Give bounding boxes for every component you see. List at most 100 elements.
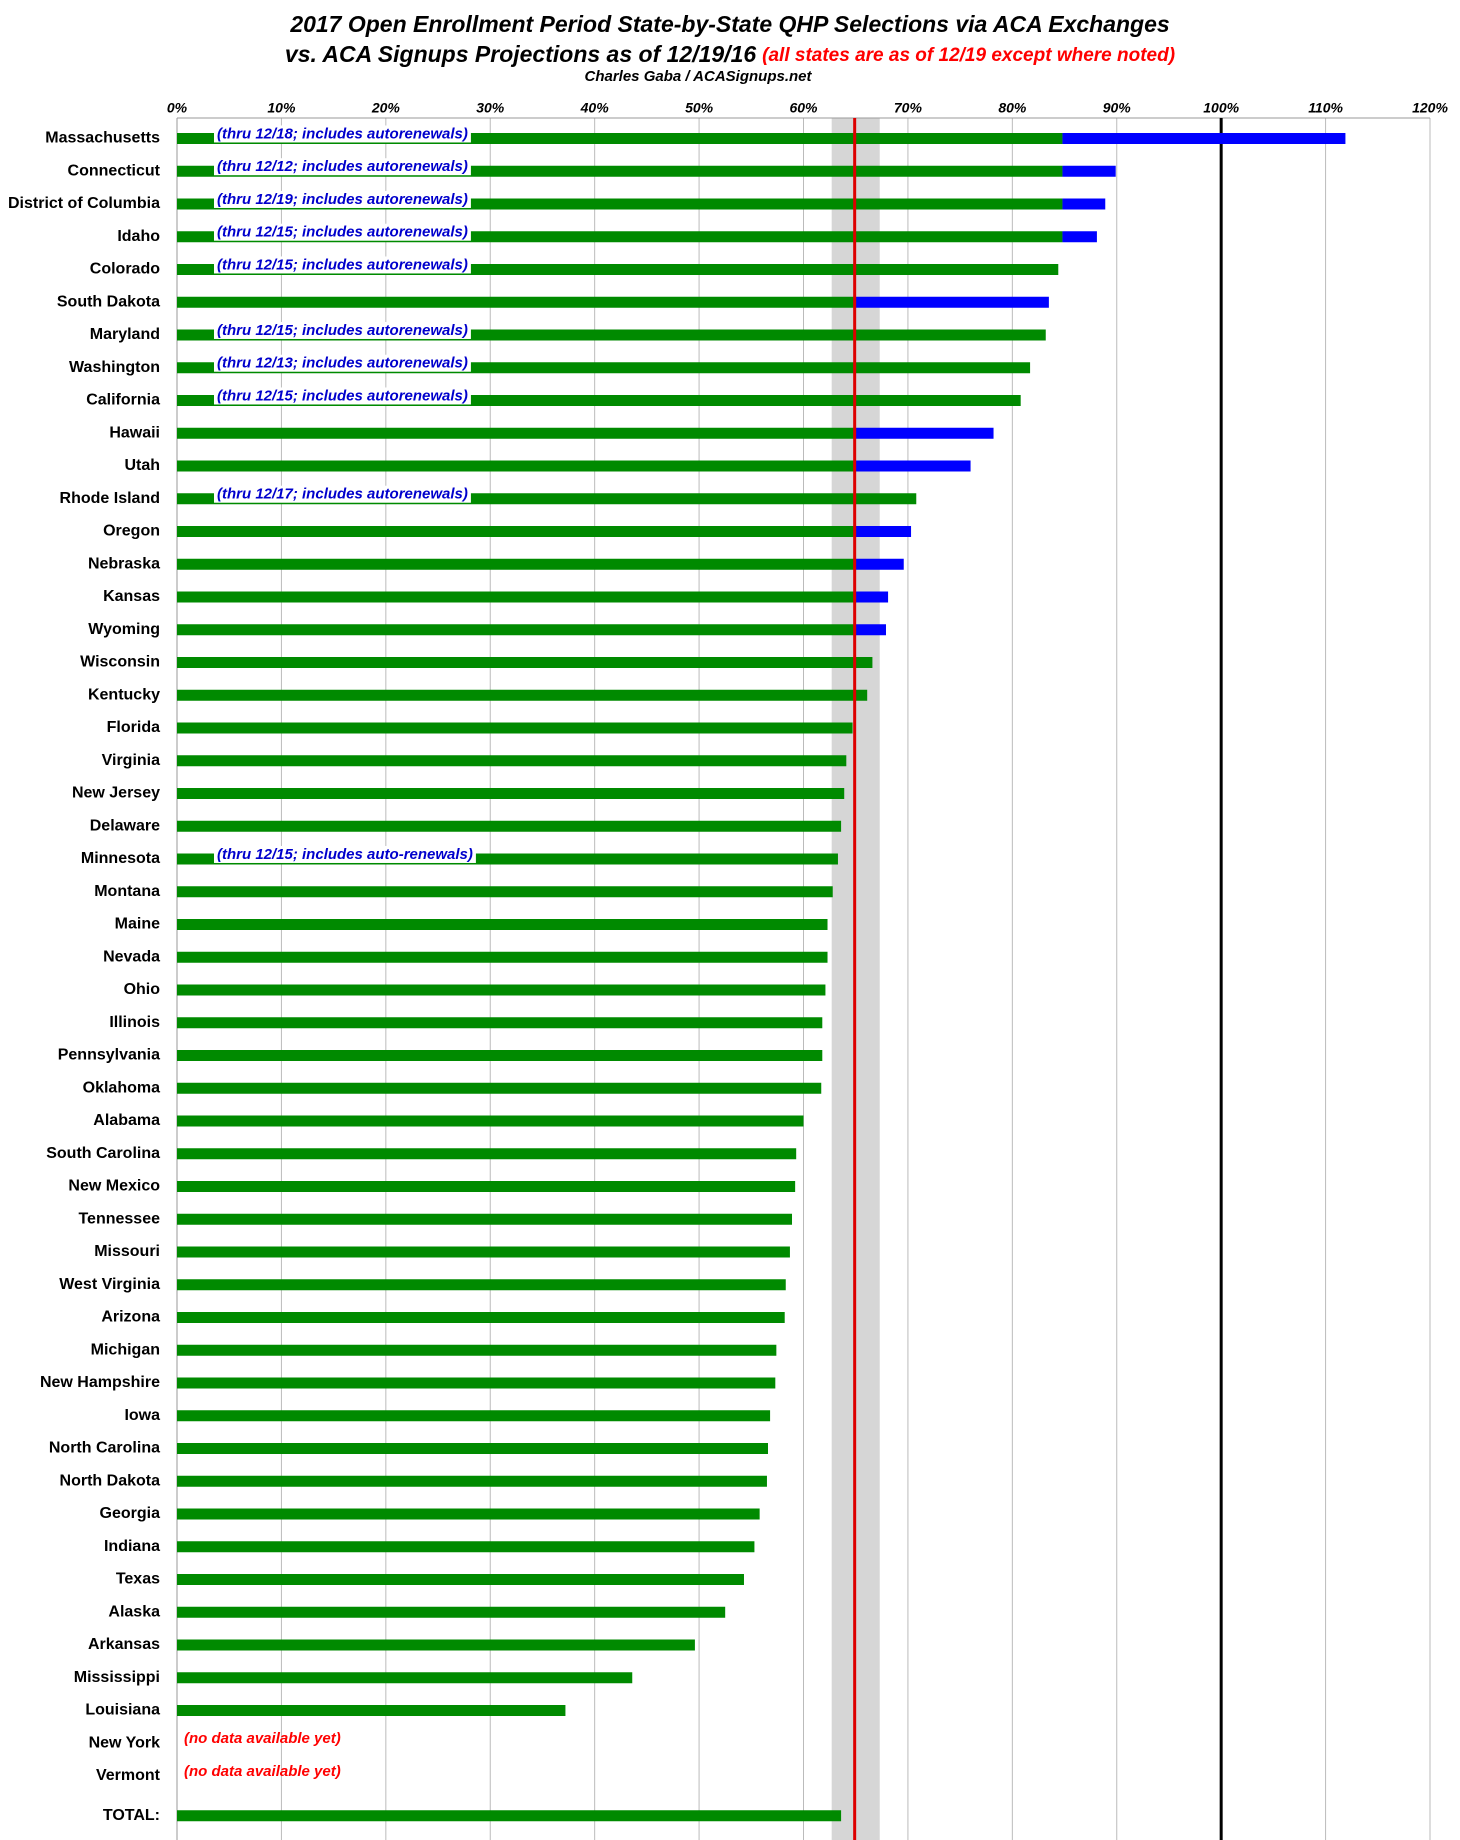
y-tick-label: Oklahoma (83, 1079, 160, 1096)
bar-segment (854, 591, 889, 603)
x-tick-label: 70% (894, 100, 923, 116)
bar-segment (177, 427, 855, 439)
y-tick-label: Maine (115, 916, 160, 933)
row-note: (thru 12/15; includes autorenewals) (217, 387, 468, 404)
bar-segment (177, 1246, 790, 1258)
y-tick-label: New Mexico (68, 1178, 160, 1195)
bar-segment (177, 1672, 633, 1684)
bar-segment (177, 198, 1063, 210)
y-tick-label: Arizona (101, 1309, 160, 1326)
x-tick-label: 100% (1203, 100, 1239, 116)
bar-segment (177, 1312, 785, 1323)
bar-segment (177, 558, 855, 570)
bar-segment (177, 1017, 823, 1029)
note-group: (thru 12/18; includes autorenewals) (214, 125, 471, 143)
y-tick-label: Mississippi (74, 1669, 160, 1686)
bar-segment (177, 1050, 823, 1061)
bar-segment (177, 689, 868, 701)
x-tick-label: 80% (998, 100, 1027, 116)
bar-segment (854, 460, 971, 472)
note-background (214, 256, 471, 274)
y-tick-label: Iowa (124, 1407, 160, 1424)
note-group: (thru 12/17; includes autorenewals) (214, 485, 471, 503)
row-note: (thru 12/15; includes autorenewals) (217, 224, 468, 241)
bar-segment (177, 1475, 767, 1487)
y-tick-label: Louisiana (85, 1702, 160, 1719)
bar-segment (177, 984, 826, 996)
y-tick-label: New York (89, 1734, 161, 1751)
row-note: (thru 12/13; includes autorenewals) (217, 355, 468, 372)
y-tick-label: Vermont (96, 1767, 161, 1784)
row-note: (thru 12/12; includes autorenewals) (217, 158, 468, 175)
bar-segment (177, 1443, 768, 1454)
bar-segment (177, 1639, 695, 1651)
y-tick-label: Kentucky (88, 686, 160, 703)
y-tick-label: Delaware (90, 817, 160, 834)
note-background (214, 321, 471, 339)
y-tick-label: Pennsylvania (58, 1047, 160, 1064)
bar-segment (177, 1410, 771, 1422)
y-tick-label: Rhode Island (60, 490, 160, 507)
bar-segment (177, 788, 845, 799)
x-tick-label: 90% (1103, 100, 1132, 116)
bar-segment (177, 853, 838, 865)
note-background (214, 190, 471, 208)
bar-segment (1062, 198, 1106, 210)
bar-segment (177, 1508, 760, 1520)
y-tick-label: Montana (94, 883, 160, 900)
bar-segment (1062, 165, 1116, 177)
y-tick-label: Alabama (93, 1112, 160, 1129)
y-tick-label: Virginia (102, 752, 160, 769)
bar-segment (177, 1574, 744, 1585)
x-tick-label: 10% (267, 100, 296, 116)
y-tick-label: Texas (116, 1571, 160, 1588)
x-tick-label: 20% (371, 100, 401, 116)
bar-segment (854, 296, 1049, 308)
bar-segment (177, 1213, 793, 1225)
bar-segment (854, 558, 904, 570)
y-tick-label: Wisconsin (80, 654, 160, 671)
y-tick-label: California (86, 392, 160, 409)
bar-segment (177, 951, 828, 963)
y-tick-label: Arkansas (88, 1636, 160, 1653)
y-tick-label: New Hampshire (40, 1374, 160, 1391)
chart-title-line: vs. ACA Signups Projections as of 12/19/… (285, 41, 1175, 67)
bar-segment (177, 133, 1063, 144)
y-tick-label: North Dakota (60, 1472, 161, 1489)
bar-segment (177, 755, 847, 767)
y-tick-label: West Virginia (59, 1276, 160, 1293)
note-background (214, 387, 471, 405)
bar-segment (177, 460, 855, 472)
chart-subtitle: Charles Gaba / ACASignups.net (585, 68, 813, 85)
bar-segment (177, 1148, 797, 1160)
y-tick-label: Alaska (108, 1603, 160, 1620)
row-note: (thru 12/15; includes autorenewals) (217, 322, 468, 339)
bar-segment (854, 526, 912, 537)
bar-segment (177, 722, 853, 734)
bar-segment (177, 1705, 566, 1716)
y-tick-label: Nebraska (88, 555, 160, 572)
y-tick-label: Missouri (94, 1243, 160, 1260)
y-tick-label: Idaho (117, 228, 160, 245)
y-tick-label: Florida (107, 719, 160, 736)
y-tick-label: Wyoming (88, 621, 160, 638)
x-tick-label: 30% (476, 100, 505, 116)
bar-segment (177, 329, 1046, 341)
bar-segment (177, 395, 1021, 406)
bar-segment (177, 264, 1059, 275)
note-group: (thru 12/12; includes autorenewals) (214, 158, 471, 176)
y-tick-label: Georgia (100, 1505, 161, 1522)
y-tick-label: Connecticut (68, 162, 161, 179)
bar-segment (177, 1082, 822, 1094)
note-background (214, 845, 476, 863)
x-tick-label: 120% (1412, 100, 1448, 116)
bar-segment (1062, 231, 1097, 243)
note-background (214, 158, 471, 176)
note-group: (no data available yet) (184, 1763, 341, 1780)
title-line2: vs. ACA Signups Projections as of 12/19/… (285, 41, 756, 67)
y-tick-label: South Carolina (46, 1145, 160, 1162)
row-note: (thru 12/15; includes autorenewals) (217, 256, 468, 273)
note-group: (thru 12/15; includes autorenewals) (214, 256, 471, 274)
x-tick-label: 110% (1308, 100, 1343, 116)
y-tick-label: District of Columbia (8, 195, 160, 212)
